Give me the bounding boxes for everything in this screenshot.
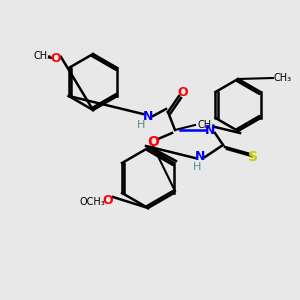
Text: N: N <box>205 124 215 136</box>
Text: N: N <box>143 110 153 124</box>
Text: OCH₃: OCH₃ <box>79 197 105 207</box>
Text: S: S <box>248 150 258 164</box>
Text: O: O <box>103 194 113 206</box>
Text: H: H <box>137 120 145 130</box>
Text: N: N <box>195 151 205 164</box>
Text: CH₃: CH₃ <box>197 120 215 130</box>
Text: O: O <box>51 52 61 64</box>
Text: O: O <box>147 135 159 149</box>
Text: O: O <box>178 85 188 98</box>
Text: CH₃: CH₃ <box>274 73 292 83</box>
Text: H: H <box>193 162 201 172</box>
Text: CH₃: CH₃ <box>34 51 52 61</box>
